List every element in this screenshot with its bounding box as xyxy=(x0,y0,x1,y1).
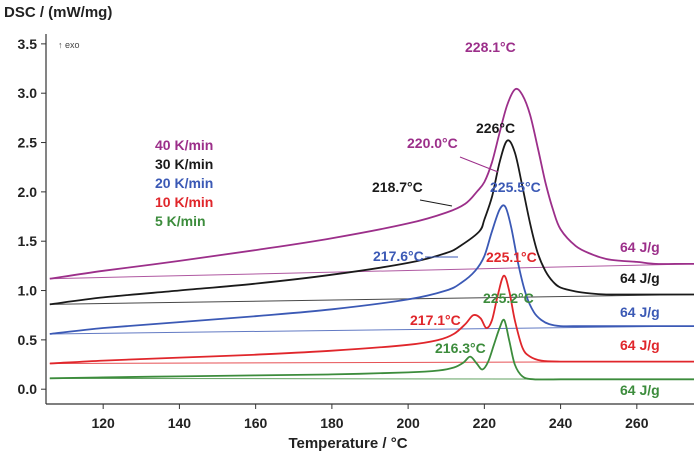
onset-label-1: 218.7°C xyxy=(372,179,423,195)
exo-indicator: ↑ exo xyxy=(58,40,80,50)
x-tick-label: 120 xyxy=(91,415,115,431)
onset-label-3: 217.1°C xyxy=(410,312,461,328)
peak-label-3: 225.1°C xyxy=(486,249,537,265)
y-tick-label: 3.5 xyxy=(18,36,38,52)
y-tick-label: 1.5 xyxy=(18,233,38,249)
peak-label-0: 228.1°C xyxy=(465,39,516,55)
y-tick-label: 0.5 xyxy=(18,332,38,348)
y-tick-label: 3.0 xyxy=(18,85,38,101)
enthalpy-label-3: 64 J/g xyxy=(620,337,660,353)
onset-label-0: 220.0°C xyxy=(407,135,458,151)
baseline-1 xyxy=(49,293,695,305)
enthalpy-label-1: 64 J/g xyxy=(620,270,660,286)
legend-item-5: 5 K/min xyxy=(155,213,206,229)
x-tick-label: 260 xyxy=(625,415,649,431)
enthalpy-label-0: 64 J/g xyxy=(620,239,660,255)
onset-pointer-0 xyxy=(459,156,499,173)
y-tick-label: 2.5 xyxy=(18,135,38,151)
x-tick-label: 160 xyxy=(244,415,268,431)
peak-label-4: 225.2°C xyxy=(483,290,534,306)
onset-label-2: 217.6°C xyxy=(373,248,424,264)
y-tick-label: 0.0 xyxy=(18,381,38,397)
y-tick-label: 1.0 xyxy=(18,283,38,299)
baseline-0 xyxy=(49,263,695,280)
peak-label-1: 226°C xyxy=(476,120,515,136)
legend-item-20: 20 K/min xyxy=(155,175,214,191)
x-tick-label: 220 xyxy=(473,415,497,431)
series-line-1 xyxy=(49,139,694,306)
x-tick-label: 180 xyxy=(320,415,344,431)
x-axis-title: Temperature / °C xyxy=(288,435,408,452)
onset-pointer-1 xyxy=(419,199,453,207)
enthalpy-label-2: 64 J/g xyxy=(620,304,660,320)
y-axis-title: DSC / (mW/mg) xyxy=(4,4,113,21)
onset-label-4: 216.3°C xyxy=(435,340,486,356)
x-tick-label: 140 xyxy=(168,415,192,431)
y-tick-label: 2.0 xyxy=(18,184,38,200)
series-line-2 xyxy=(49,204,694,335)
x-tick-label: 200 xyxy=(396,415,420,431)
legend-item-30: 30 K/min xyxy=(155,156,214,172)
baseline-2 xyxy=(49,325,695,335)
series-line-4 xyxy=(49,318,694,381)
legend: 40 K/min 30 K/min 20 K/min 10 K/min 5 K/… xyxy=(155,136,213,231)
enthalpy-label-4: 64 J/g xyxy=(620,382,660,398)
series-line-3 xyxy=(49,274,694,365)
legend-item-40: 40 K/min xyxy=(155,137,214,153)
series-line-0 xyxy=(49,87,694,280)
legend-item-10: 10 K/min xyxy=(155,194,214,210)
x-tick-label: 240 xyxy=(549,415,573,431)
peak-label-2: 225.5°C xyxy=(490,179,541,195)
